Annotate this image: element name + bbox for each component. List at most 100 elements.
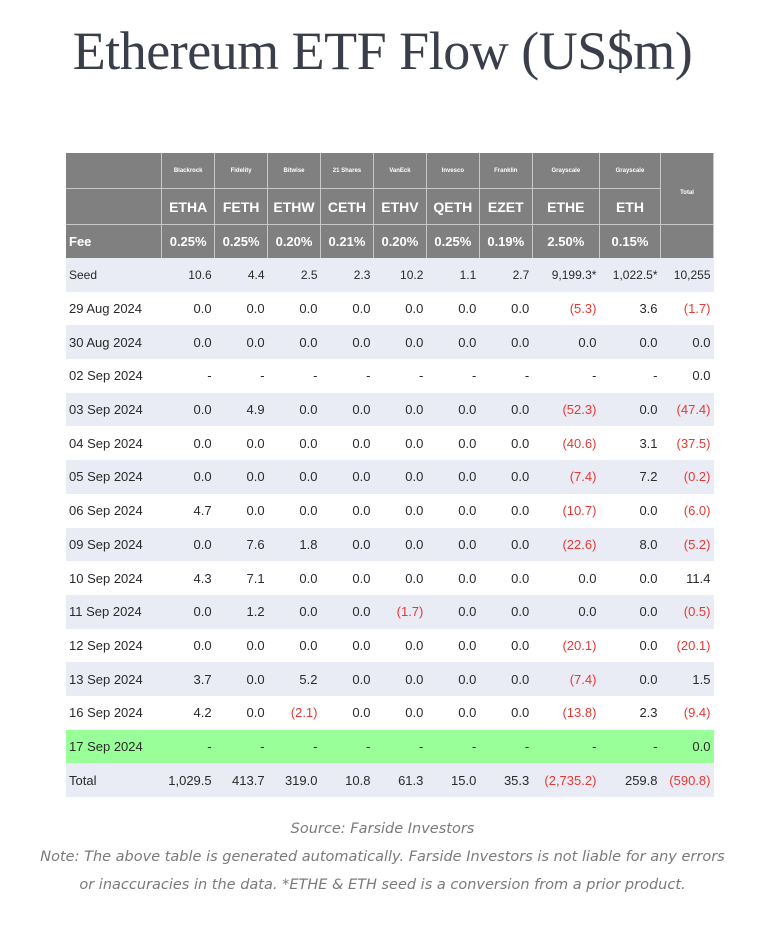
fee-row: Fee 0.25% 0.25% 0.20% 0.21% 0.20% 0.25% … <box>66 224 714 258</box>
row-date-label: Total <box>66 763 162 797</box>
flow-cell: 10.8 <box>320 763 374 797</box>
flow-cell: 413.7 <box>214 763 268 797</box>
row-date-label: 10 Sep 2024 <box>69 570 143 586</box>
row-date-label: 09 Sep 2024 <box>66 527 162 562</box>
row-total-cell: 0.0 <box>692 368 711 384</box>
flow-cell: 0.0 <box>479 325 533 360</box>
flow-cell: (20.1) <box>562 637 597 653</box>
flow-cell: 0.0 <box>405 503 424 519</box>
flow-cell: 0.0 <box>405 705 424 721</box>
row-date-label: 05 Sep 2024 <box>66 460 162 494</box>
table-row: 16 Sep 2024 4.2 0.0 (2.1) 0.0 0.0 0.0 0.0 (13.8)… <box>66 696 714 730</box>
flow-cell: 0.0 <box>214 460 268 494</box>
flow-cell: 2.3 <box>320 258 374 292</box>
flow-cell: 0.0 <box>458 637 477 653</box>
table-row: 06 Sep 2024 4.7 0.0 0.0 0.0 0.0 0.0 0.0 (10.7) 0.… <box>66 494 714 528</box>
flow-cell: 0.0 <box>511 503 530 519</box>
flow-cell: 0.0 <box>458 503 477 519</box>
flow-cell: - <box>471 368 477 384</box>
page-title: Ethereum ETF Flow (US$m) <box>72 21 693 81</box>
row-date-label: 06 Sep 2024 <box>69 503 143 519</box>
flow-cell: 0.0 <box>479 594 533 629</box>
table-row: Seed 10.6 4.4 2.5 2.3 10.2 1.1 2.7 9,199.3* 1,022… <box>66 258 714 292</box>
flow-cell: 0.0 <box>352 705 371 721</box>
fee-value: 0.20% <box>267 224 321 258</box>
flow-cell: 0.0 <box>426 594 480 629</box>
fee-value: 0.20% <box>373 224 427 258</box>
flow-cell: 0.0 <box>214 325 268 360</box>
flow-cell: (52.3) <box>532 392 600 427</box>
table-row: 17 Sep 2024- - - - - - - - -0.0 <box>66 729 714 764</box>
flow-cell: 0.0 <box>373 325 427 360</box>
row-total-cell: (47.4) <box>660 392 714 427</box>
row-date-label: 11 Sep 2024 <box>66 594 162 629</box>
flow-cell: 0.0 <box>267 594 321 629</box>
flow-cell: (2,735.2) <box>532 763 600 797</box>
issuer-label: Blackrock <box>161 153 216 189</box>
issuer-label: VanEck <box>373 153 427 189</box>
flow-cell: 3.1 <box>639 435 658 451</box>
issuer-label: 21 Shares <box>320 153 374 189</box>
fee-value: 0.19% <box>479 224 533 258</box>
flow-cell: - <box>599 729 661 764</box>
ticker-row: ETHA FETH ETHW CETH ETHV QETH EZET ETHE … <box>66 188 714 225</box>
flow-cell: 1.1 <box>426 258 480 292</box>
flow-cell: 0.0 <box>426 325 480 360</box>
flow-cell: 0.0 <box>639 637 658 653</box>
flow-cell: 0.0 <box>511 435 530 451</box>
flow-cell: 0.0 <box>599 594 661 629</box>
header-corner <box>66 188 163 225</box>
table-row: 05 Sep 2024 0.0 0.0 0.0 0.0 0.0 0.0 0.0 (7.4) 7.2… <box>66 460 714 494</box>
row-total-cell: (37.5) <box>676 435 711 451</box>
flow-cell: 0.0 <box>161 527 215 562</box>
row-total-cell: (590.8) <box>660 763 714 797</box>
row-date-label: 03 Sep 2024 <box>66 392 162 427</box>
flow-cell: 1.8 <box>267 527 321 562</box>
flow-cell: (5.3) <box>569 301 597 317</box>
table-row: 09 Sep 2024 0.0 7.6 1.8 0.0 0.0 0.0 0.0 (22.6) 8.… <box>66 527 714 562</box>
row-date-label: 02 Sep 2024 <box>69 368 143 384</box>
flow-cell: 0.0 <box>479 392 533 427</box>
flow-cell: 35.3 <box>479 763 533 797</box>
issuer-label: Grayscale <box>599 153 662 189</box>
table-row: 04 Sep 2024 0.0 0.0 0.0 0.0 0.0 0.0 0.0 (40.6) 3.… <box>66 426 714 460</box>
fee-value: 0.21% <box>320 224 374 258</box>
row-total-cell: (5.2) <box>660 527 714 562</box>
flow-cell: 0.0 <box>299 637 318 653</box>
flow-cell: 0.0 <box>373 460 427 494</box>
row-date-label: 04 Sep 2024 <box>69 435 143 451</box>
flow-cell: (7.4) <box>532 662 600 696</box>
flow-cell: (1.7) <box>373 594 427 629</box>
table-row: 10 Sep 2024 4.3 7.1 0.0 0.0 0.0 0.0 0.0 0.0 0.0 11… <box>66 561 714 595</box>
flow-cell: 1,022.5* <box>599 258 661 292</box>
ticker-label: QETH <box>426 188 480 225</box>
etf-flow-table: Blackrock Fidelity Bitwise 21 Shares Van… <box>66 153 714 797</box>
table-row: 02 Sep 2024 - - - - - - - - - 0.0 <box>66 359 714 393</box>
table-row: 13 Sep 2024 3.7 0.0 5.2 0.0 0.0 0.0 0.0 (7.4) 0.0… <box>66 662 714 696</box>
flow-cell: 7.2 <box>599 460 661 494</box>
flow-cell: 10.2 <box>373 258 427 292</box>
flow-cell: 0.0 <box>639 503 658 519</box>
flow-cell: 0.0 <box>161 325 215 360</box>
row-total-cell: 10,255 <box>660 258 714 292</box>
table-row: 12 Sep 2024 0.0 0.0 0.0 0.0 0.0 0.0 0.0 (20.1) 0.… <box>66 629 714 663</box>
fee-row-label: Fee <box>66 224 163 258</box>
flow-cell: 0.0 <box>352 503 371 519</box>
flow-cell: 0.0 <box>599 662 661 696</box>
flow-cell: 0.0 <box>426 460 480 494</box>
flow-cell: 10.6 <box>161 258 215 292</box>
flow-cell: 3.6 <box>639 301 658 317</box>
row-total-cell: (0.5) <box>660 594 714 629</box>
flow-cell: 0.0 <box>458 705 477 721</box>
issuer-row: Blackrock Fidelity Bitwise 21 Shares Van… <box>66 153 714 225</box>
row-date-label: 29 Aug 2024 <box>69 301 143 317</box>
flow-cell: 0.0 <box>599 392 661 427</box>
flow-cell: 0.0 <box>458 570 477 586</box>
total-column-header: Total <box>660 153 714 225</box>
row-total-cell: 1.5 <box>660 662 714 696</box>
row-total-cell: (20.1) <box>676 637 711 653</box>
flow-cell: - <box>267 729 321 764</box>
flow-cell: 0.0 <box>458 435 477 451</box>
flow-cell: 0.0 <box>161 460 215 494</box>
flow-cell: 0.0 <box>246 301 265 317</box>
